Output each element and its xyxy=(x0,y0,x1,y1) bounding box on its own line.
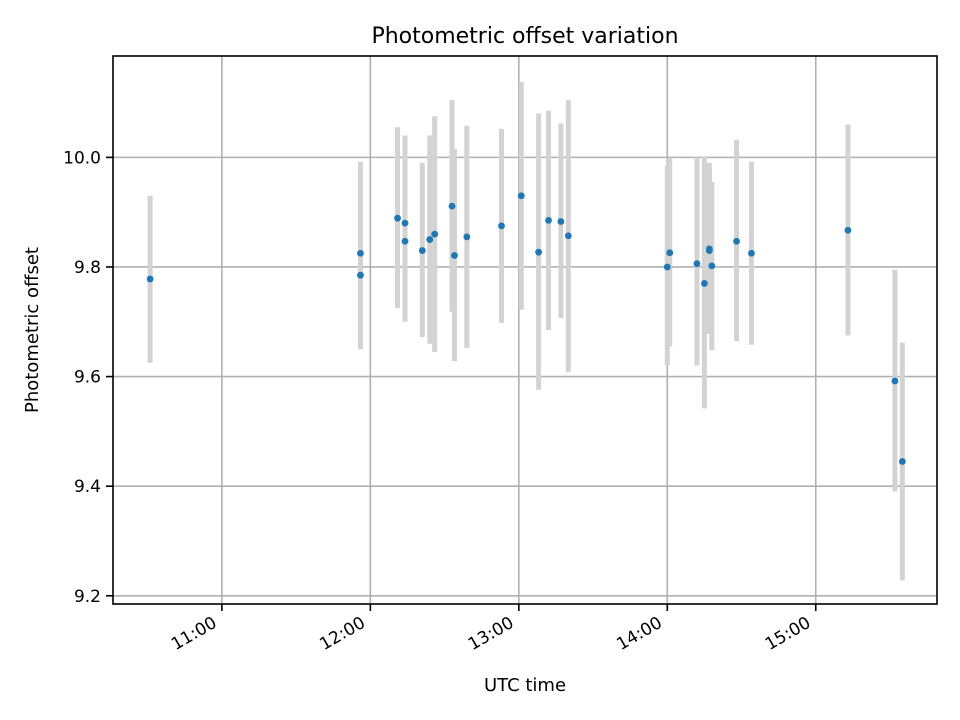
data-point xyxy=(146,275,154,283)
data-point xyxy=(517,192,525,200)
data-point xyxy=(357,271,364,279)
data-point xyxy=(545,217,552,224)
point-layer xyxy=(146,192,906,465)
y-tick-label: 9.8 xyxy=(74,258,101,278)
data-point xyxy=(844,226,852,234)
plot-frame xyxy=(112,55,938,605)
x-axis-label: UTC time xyxy=(484,675,566,696)
data-point xyxy=(418,247,426,254)
data-point xyxy=(451,252,458,259)
data-point xyxy=(733,237,740,245)
y-tick-label: 10.0 xyxy=(63,148,101,168)
data-point xyxy=(535,248,543,256)
data-point xyxy=(666,249,674,257)
data-point xyxy=(748,249,755,257)
data-point xyxy=(401,237,409,245)
data-point xyxy=(357,249,364,257)
data-point xyxy=(498,222,505,230)
data-point xyxy=(557,218,565,225)
data-point xyxy=(708,262,716,270)
data-point xyxy=(891,377,899,385)
y-tick-label: 9.2 xyxy=(74,587,101,607)
data-point xyxy=(693,260,701,268)
y-tick-label: 9.4 xyxy=(74,477,101,497)
data-point xyxy=(426,236,434,243)
data-point xyxy=(431,230,439,238)
data-point xyxy=(448,202,456,210)
data-point xyxy=(463,233,471,241)
data-point xyxy=(564,232,572,240)
chart-title: Photometric offset variation xyxy=(371,24,678,49)
data-point xyxy=(705,247,713,254)
data-point xyxy=(394,214,401,222)
y-axis-label: Photometric offset xyxy=(22,247,43,413)
data-point xyxy=(898,458,906,465)
y-tick-label: 9.6 xyxy=(74,368,101,388)
data-point xyxy=(700,280,708,287)
data-point xyxy=(663,263,671,271)
data-point xyxy=(401,219,409,227)
